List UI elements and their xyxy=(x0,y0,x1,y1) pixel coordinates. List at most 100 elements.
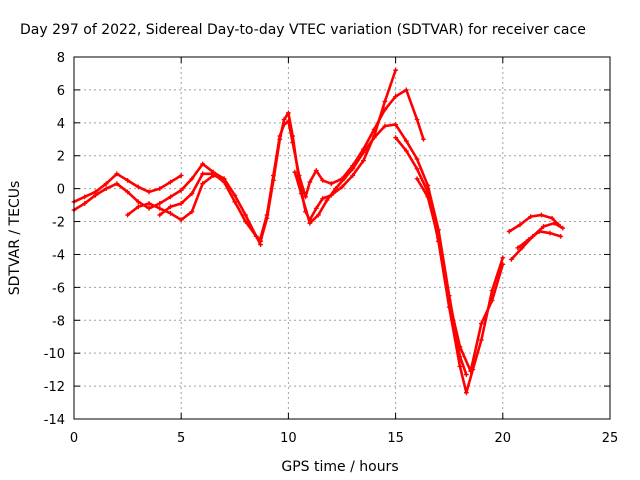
data-point xyxy=(500,261,506,267)
data-point xyxy=(135,199,141,205)
data-point xyxy=(393,135,398,141)
series-track-7 xyxy=(292,122,469,377)
data-point xyxy=(558,233,564,239)
data-point xyxy=(393,122,398,127)
data-point xyxy=(168,179,173,185)
data-point xyxy=(135,184,141,190)
data-point xyxy=(382,107,388,113)
data-point xyxy=(103,181,109,187)
series-trace xyxy=(394,136,505,394)
data-point xyxy=(281,117,287,122)
data-point xyxy=(157,205,163,211)
data-point xyxy=(414,156,420,162)
data-point xyxy=(157,201,163,206)
data-point xyxy=(307,179,313,185)
data-point xyxy=(526,237,531,243)
data-point xyxy=(178,187,184,193)
data-point xyxy=(341,176,347,182)
y-tick-label: 4 xyxy=(57,117,65,132)
y-tick-label: -2 xyxy=(52,216,65,231)
data-point xyxy=(253,233,259,239)
data-point xyxy=(146,189,152,195)
data-point xyxy=(243,219,248,224)
data-point xyxy=(551,220,557,226)
chart-title: Day 297 of 2022, Sidereal Day-to-day VTE… xyxy=(20,22,586,38)
data-point xyxy=(114,171,120,177)
grid xyxy=(74,57,610,419)
y-tick-label: -4 xyxy=(52,248,65,263)
data-point xyxy=(393,67,398,73)
y-tick-label: 8 xyxy=(57,51,65,66)
data-point xyxy=(536,229,542,234)
data-point xyxy=(178,217,184,223)
y-tick-label: -12 xyxy=(44,380,65,395)
data-point xyxy=(489,298,495,303)
data-point xyxy=(286,110,291,116)
data-point xyxy=(371,135,377,141)
data-point xyxy=(178,201,184,206)
data-point xyxy=(303,194,308,200)
data-point xyxy=(200,171,206,177)
data-point xyxy=(446,298,452,303)
data-point xyxy=(168,194,173,200)
data-point xyxy=(508,256,514,262)
x-tick-label: 20 xyxy=(495,431,512,446)
data-point xyxy=(541,224,546,229)
data-point xyxy=(316,212,321,218)
data-point xyxy=(243,212,248,218)
data-points xyxy=(71,67,566,396)
data-point xyxy=(258,235,263,241)
data-point xyxy=(264,212,270,218)
x-tick-label: 0 xyxy=(70,431,78,446)
data-point xyxy=(463,372,469,377)
data-point xyxy=(478,337,484,343)
y-tick-label: -10 xyxy=(44,347,65,362)
y-tick-label: -14 xyxy=(44,413,65,428)
y-tick-label: 2 xyxy=(57,150,65,165)
axis-ticks: 0 5 10 15 20 25 -14 -12 -10 -8 -6 -4 -2 0 2 4 6 8 xyxy=(44,51,619,446)
series-track-1 xyxy=(71,171,184,205)
series-track-12 xyxy=(515,229,564,251)
data-point xyxy=(463,390,469,396)
data-point xyxy=(307,220,313,226)
data-point xyxy=(281,122,287,127)
series-trace xyxy=(507,213,560,233)
x-tick-label: 10 xyxy=(280,431,297,446)
series-trace xyxy=(126,174,262,246)
data-point xyxy=(168,204,173,210)
data-point xyxy=(403,148,409,154)
data-point xyxy=(350,173,356,178)
data-point xyxy=(538,212,544,218)
data-point xyxy=(478,321,484,326)
data-point xyxy=(468,368,474,374)
y-tick-label: -8 xyxy=(52,314,65,329)
data-point xyxy=(333,186,338,192)
data-point xyxy=(425,194,431,200)
data-point xyxy=(290,140,296,145)
data-point xyxy=(82,201,88,206)
data-point xyxy=(135,204,141,210)
data-point xyxy=(270,173,276,178)
data-point xyxy=(82,194,88,200)
data-point xyxy=(232,192,238,198)
y-tick-label: 6 xyxy=(57,84,65,99)
data-point xyxy=(382,99,388,104)
data-point xyxy=(114,181,120,187)
data-point xyxy=(436,235,441,241)
data-point xyxy=(560,225,566,231)
y-axis-label: SDTVAR / TECUs xyxy=(7,181,23,296)
data-point xyxy=(519,245,525,251)
data-point xyxy=(277,133,283,139)
data-point xyxy=(178,173,184,178)
data-point xyxy=(425,182,431,188)
data-point xyxy=(350,166,356,172)
y-tick-label: 0 xyxy=(57,183,65,198)
data-point xyxy=(339,184,345,190)
data-point xyxy=(547,230,553,236)
data-point xyxy=(457,363,463,369)
data-point xyxy=(320,196,326,201)
series-track-4 xyxy=(157,171,263,244)
data-point xyxy=(324,197,330,203)
